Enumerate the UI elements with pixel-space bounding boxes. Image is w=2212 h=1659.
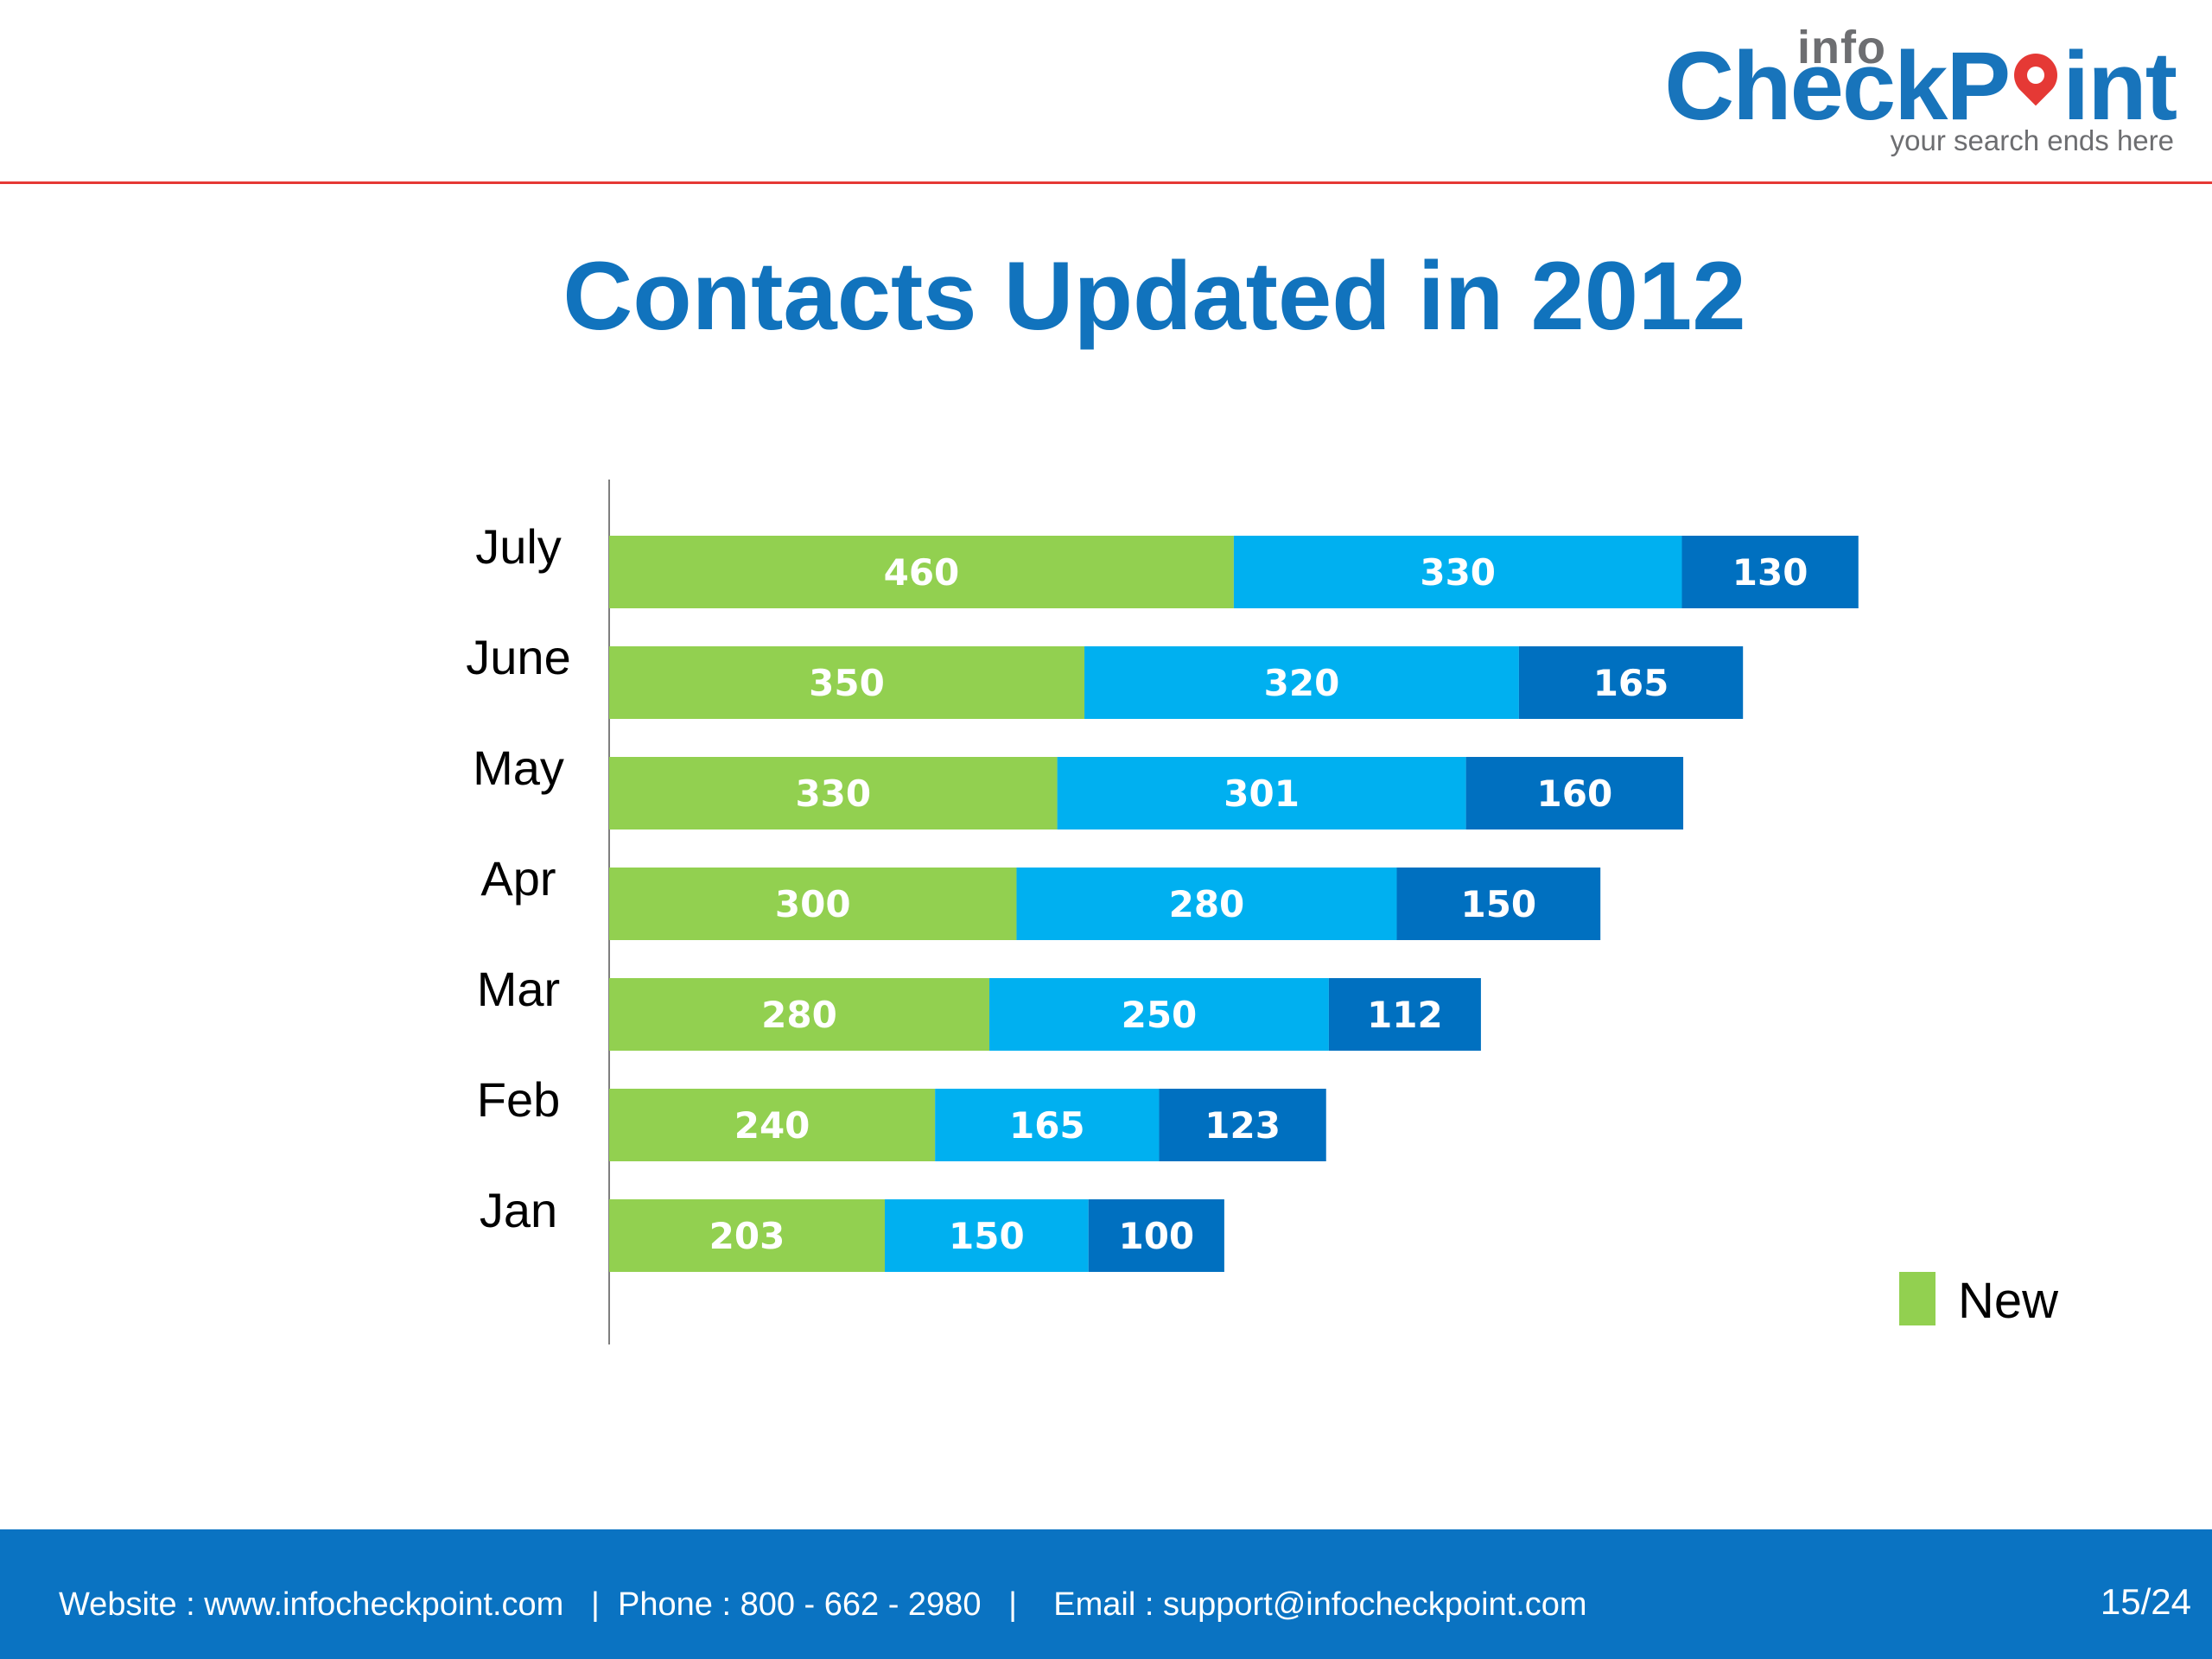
legend-label: New [1958,1273,2059,1329]
data-label: 150 [949,1215,1025,1257]
bar-segment [1681,536,1859,608]
bar-segment [1084,646,1519,719]
page-number: 15/24 [2100,1581,2191,1622]
data-label: 301 [1224,772,1300,815]
footer-phone: Phone : 800 - 662 - 2980 [618,1586,982,1623]
logo-wordmark-right: int [2063,32,2177,140]
data-label: 203 [709,1215,785,1257]
data-label: 160 [1537,772,1613,815]
header-divider [0,181,2212,184]
company-logo: info CheckP int your search ends here [1664,19,2177,157]
stacked-bar-chart: July 460 330 130 June 350 320 165 May 330 301 160 Ap… [466,480,2059,1344]
bar-segment [1233,536,1682,608]
logo-wordmark: CheckP int [1664,38,2177,135]
bar-segment [609,978,990,1051]
logo-info-text: info [1797,22,1886,73]
category-label: Jan [480,1183,557,1237]
bar-segment [1396,868,1601,940]
footer-separator: | [591,1586,600,1623]
data-label: 350 [809,662,885,704]
footer-email: Email : support@infocheckpoint.com [1053,1586,1587,1623]
bar-segment [1057,757,1466,830]
data-label: 165 [1593,662,1669,704]
logo-wordmark-left: CheckP [1664,32,2011,140]
category-label: Mar [477,962,560,1016]
data-label: 330 [1420,551,1496,594]
data-label: 130 [1732,551,1808,594]
footer-contact-line: Website : www.infocheckpoint.com | Phone… [59,1586,1587,1624]
bar-segment [935,1089,1160,1161]
bar-segment [609,536,1234,608]
data-label: 150 [1460,883,1536,925]
data-label: 300 [775,883,851,925]
bar-segment [1088,1199,1224,1272]
bar-segment [609,1199,886,1272]
bar-segment [1159,1089,1326,1161]
data-label: 240 [734,1104,810,1147]
category-label: June [466,630,570,684]
map-pin-icon [2011,54,2061,112]
bar-segment [609,646,1085,719]
data-label: 280 [1169,883,1245,925]
footer-bar: Website : www.infocheckpoint.com | Phone… [0,1529,2212,1659]
category-label: May [473,741,564,795]
bar-segment [609,757,1058,830]
data-label: 100 [1118,1215,1194,1257]
bar-segment [609,868,1017,940]
data-label: 112 [1367,994,1443,1036]
bar-segment [885,1199,1089,1272]
footer-website: Website : www.infocheckpoint.com [59,1586,564,1623]
data-label: 165 [1009,1104,1085,1147]
bar-segment [1518,646,1744,719]
data-label: 250 [1122,994,1198,1036]
data-label: 280 [761,994,837,1036]
logo-tagline: your search ends here [1890,124,2174,156]
bar-segment [1016,868,1397,940]
category-label: Apr [480,851,556,906]
bar-segment [609,1089,936,1161]
category-label: July [475,519,562,574]
data-label: 460 [884,551,960,594]
data-label: 320 [1264,662,1340,704]
data-label: 330 [795,772,871,815]
bar-segment [1328,978,1481,1051]
footer-separator: | [1008,1586,1018,1623]
data-label: 123 [1205,1104,1281,1147]
category-label: Feb [477,1072,561,1127]
page-title: Contacts Updated in 2012 [563,242,1746,350]
bar-segment [989,978,1329,1051]
legend-swatch [1899,1272,1936,1325]
bar-segment [1465,757,1684,830]
